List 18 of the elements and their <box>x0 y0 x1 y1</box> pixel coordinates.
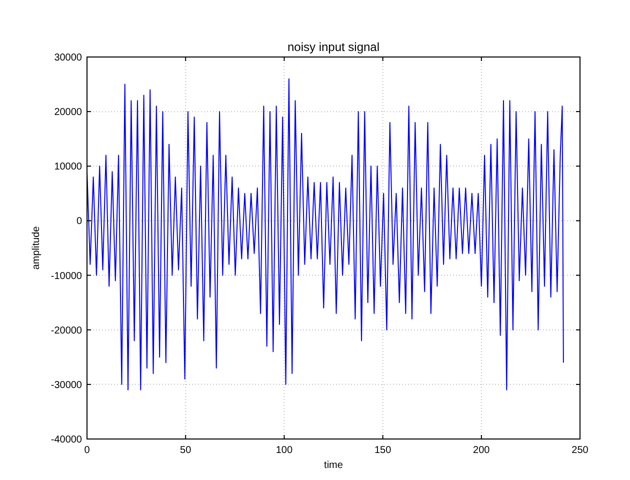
y-tick-label: -20000 <box>50 325 82 336</box>
y-tick-label: 10000 <box>54 162 82 173</box>
y-axis-title: amplitude <box>31 226 42 270</box>
chart-title: noisy input signal <box>287 40 380 54</box>
y-tick-label: -30000 <box>50 380 82 391</box>
y-tick-label: -10000 <box>50 270 82 282</box>
line-series <box>87 78 564 390</box>
x-tick-label: 0 <box>84 445 90 456</box>
y-tick-label: 20000 <box>54 107 82 118</box>
x-tick-label: 100 <box>276 445 293 456</box>
y-tick-label: 30000 <box>54 52 82 64</box>
y-tick-label: 0 <box>76 216 82 228</box>
x-tick-label: 150 <box>374 445 392 456</box>
x-tick-label: 50 <box>180 445 192 456</box>
x-tick-label: 200 <box>473 445 490 456</box>
x-axis-title: time <box>324 460 344 471</box>
y-tick-label: -40000 <box>50 434 82 446</box>
x-tick-label: 250 <box>572 445 589 456</box>
